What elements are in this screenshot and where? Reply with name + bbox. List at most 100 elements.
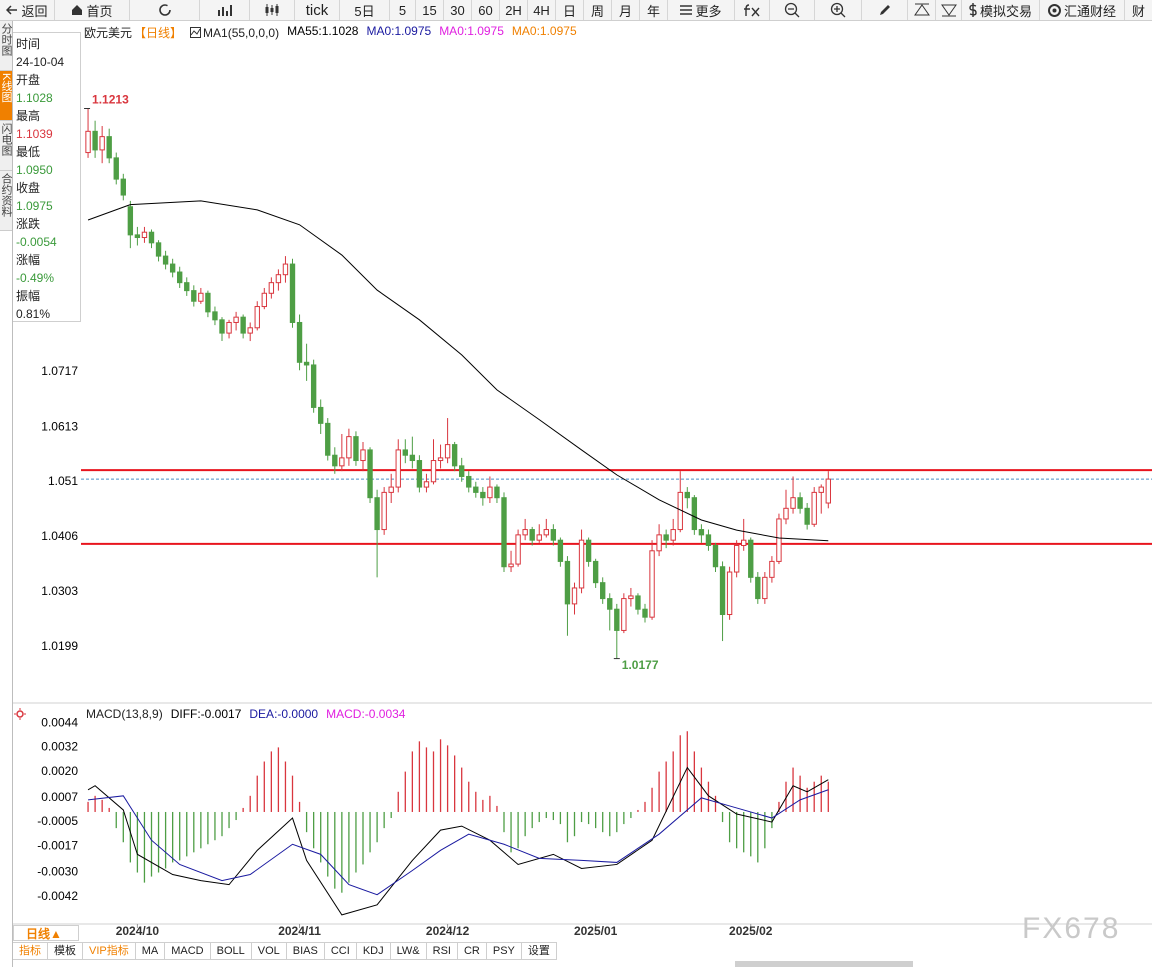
legend-entry: MA55:1.1028: [287, 24, 359, 38]
candle-body: [776, 518, 782, 562]
down-tool[interactable]: [936, 0, 962, 20]
info-value: 24-10-04: [16, 55, 65, 69]
bottom-tab[interactable]: LW&: [390, 942, 427, 960]
period-15[interactable]: 15: [416, 0, 444, 20]
bottom-tab[interactable]: VOL: [251, 942, 287, 960]
side-tab[interactable]: 闪电图: [0, 121, 12, 171]
period-year[interactable]: 年: [640, 0, 668, 20]
info-value: 1.1028: [16, 91, 53, 105]
candle-body: [585, 539, 592, 562]
bottom-tab[interactable]: CR: [457, 942, 487, 960]
formula-button[interactable]: [735, 0, 770, 20]
ma-line: [87, 200, 829, 542]
candle-body: [663, 534, 669, 541]
bottom-tab[interactable]: MA: [135, 942, 166, 960]
bottom-tab[interactable]: 指标: [13, 942, 48, 960]
up-tool[interactable]: [908, 0, 936, 20]
period-5[interactable]: 5: [390, 0, 416, 20]
period-label: 5: [398, 2, 407, 18]
candle-button[interactable]: [250, 0, 295, 20]
y-tick-label: -0.0042: [37, 889, 78, 903]
macd-header: MACD(13,8,9) DIFF:-0.0017 DEA:-0.0000 MACD…: [14, 707, 405, 721]
period-button[interactable]: 日线▲: [13, 925, 79, 941]
zoom-out-button[interactable]: [770, 0, 815, 20]
period-2h[interactable]: 2H: [500, 0, 528, 20]
period-month[interactable]: 月: [612, 0, 640, 20]
candle-body: [578, 539, 585, 589]
candle-body: [148, 231, 155, 244]
y-tick-label: 1.0613: [41, 419, 78, 433]
info-label: 最低: [16, 145, 41, 159]
symbol: 欧元美元: [84, 26, 133, 40]
candle-body: [212, 311, 218, 321]
candle-body: [621, 598, 627, 631]
period-5d[interactable]: 5日: [340, 0, 390, 20]
candle-body: [205, 292, 211, 313]
candle-body: [106, 136, 112, 159]
candle-body: [769, 560, 775, 578]
scrollbar[interactable]: [735, 961, 913, 967]
period-60[interactable]: 60: [472, 0, 500, 20]
bottom-tab[interactable]: BOLL: [210, 942, 252, 960]
bar-chart-button[interactable]: [200, 0, 250, 20]
candle-body: [120, 178, 126, 196]
macd-pane: 0.0044 0.0032 0.0020 0.0007 -0.0005 -0.0017 -0…: [37, 715, 829, 916]
candle-body: [755, 576, 761, 600]
bottom-tab[interactable]: MACD: [165, 942, 211, 960]
x-tick-label: 2025/02: [729, 924, 773, 938]
candle-body: [543, 529, 549, 536]
legend-entry: DEA:-0.0000: [249, 707, 319, 721]
bottom-tab[interactable]: CCI: [324, 942, 357, 960]
home-button[interactable]: 首页: [55, 0, 130, 20]
candle-body: [254, 306, 260, 329]
candle-body: [177, 271, 183, 284]
fx678-button[interactable]: 汇通财经: [1040, 0, 1125, 20]
info-panel: 时间 24-10-04 开盘 1.1028 最高 1.1039 最低 1.0950 收盘 1.09…: [13, 32, 81, 322]
candle-body: [360, 449, 366, 462]
candle-body: [416, 460, 423, 488]
candle-body: [670, 529, 676, 541]
candle-body: [473, 486, 479, 493]
bottom-tab[interactable]: BIAS: [286, 942, 325, 960]
period-day[interactable]: 日: [556, 0, 584, 20]
more-button[interactable]: 更多: [668, 0, 735, 20]
zoom-in-button[interactable]: [815, 0, 862, 20]
bottom-tab[interactable]: 模板: [48, 942, 83, 960]
info-label: 开盘: [16, 73, 41, 87]
legend-entry: MA0:1.0975: [511, 24, 577, 38]
candle-body: [825, 478, 831, 504]
back-button[interactable]: 返回: [0, 0, 55, 20]
refresh-button[interactable]: [130, 0, 200, 20]
finance-button[interactable]: 财: [1125, 0, 1152, 20]
period-label: 5日: [354, 3, 375, 19]
sim-trade-button[interactable]: 模拟交易: [962, 0, 1040, 20]
sim-trade-label: 模拟交易: [979, 3, 1032, 19]
bottom-tab[interactable]: RSI: [426, 942, 458, 960]
candle-body: [444, 444, 451, 459]
side-tab[interactable]: K线图: [0, 71, 12, 121]
info-value: 1.0950: [16, 163, 53, 177]
bottom-tab[interactable]: VIP指标: [83, 942, 136, 960]
candle-body: [522, 529, 528, 536]
period-tick[interactable]: tick: [295, 0, 340, 20]
period-label: 周: [590, 3, 604, 19]
period-30[interactable]: 30: [444, 0, 472, 20]
y-tick-label: 1.0406: [41, 529, 78, 543]
candle-body: [184, 282, 190, 292]
indicator[interactable]: MA1(55,0,0,0): [190, 24, 279, 41]
period-week[interactable]: 周: [584, 0, 612, 20]
candle-body: [649, 550, 655, 618]
candle-body: [748, 539, 754, 578]
bottom-tab[interactable]: PSY: [486, 942, 522, 960]
candle-body: [353, 436, 359, 462]
side-tab[interactable]: 合约资料: [0, 171, 12, 231]
draw-button[interactable]: [862, 0, 908, 20]
side-tab[interactable]: 分时图: [0, 21, 12, 71]
candle-body: [374, 497, 380, 531]
bottom-tab[interactable]: KDJ: [356, 942, 391, 960]
candle-body: [691, 497, 698, 531]
bottom-tab[interactable]: 设置: [521, 942, 557, 960]
bottom-tabs: 指标 模板 VIP指标 MA MACD BOLL VOL BIAS CCI KDJ LW& RSI CR…: [13, 942, 557, 960]
candle-body: [402, 449, 408, 456]
period-4h[interactable]: 4H: [528, 0, 556, 20]
